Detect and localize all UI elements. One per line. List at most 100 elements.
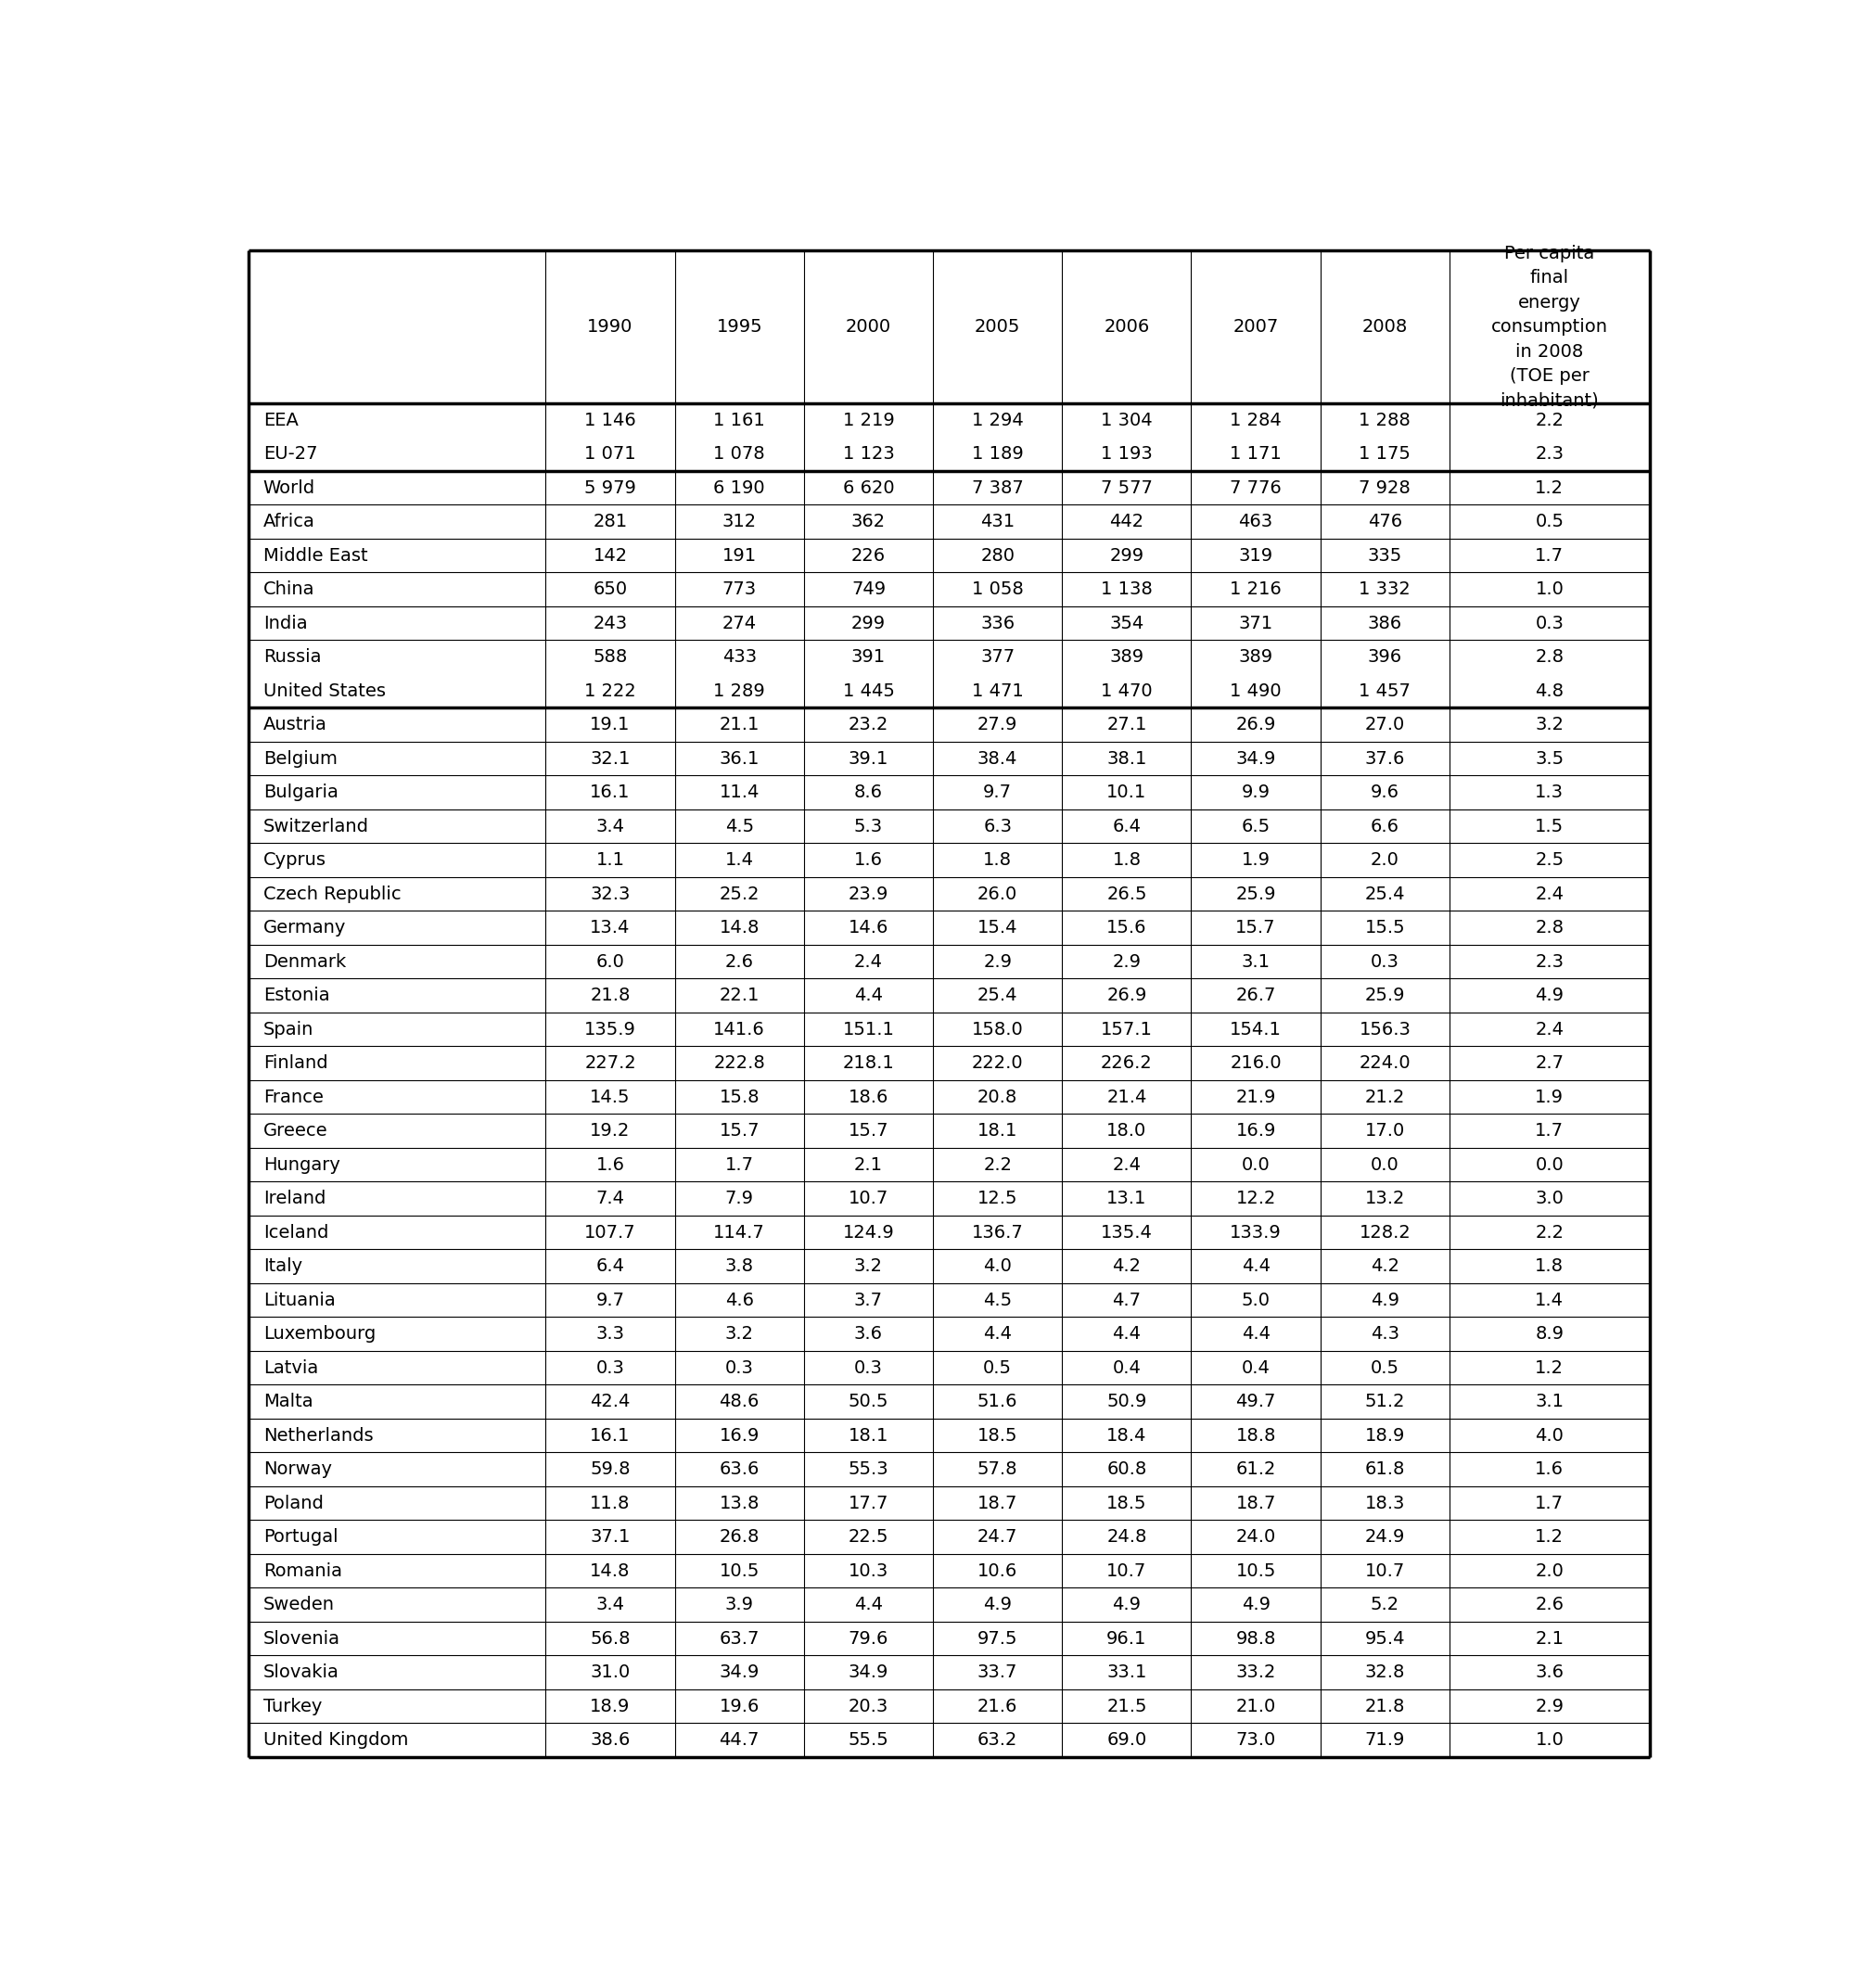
Text: 226: 226: [852, 547, 885, 565]
Text: 32.8: 32.8: [1365, 1664, 1406, 1682]
Text: 2006: 2006: [1104, 318, 1150, 336]
Text: 16.1: 16.1: [591, 783, 630, 801]
Text: 1.8: 1.8: [983, 851, 1011, 869]
Text: 17.0: 17.0: [1365, 1121, 1406, 1139]
Text: 21.9: 21.9: [1235, 1087, 1276, 1105]
Text: 396: 396: [1367, 648, 1402, 666]
Text: 431: 431: [980, 513, 1015, 531]
Text: Norway: Norway: [263, 1461, 332, 1479]
Text: Cyprus: Cyprus: [263, 851, 326, 869]
Text: 156.3: 156.3: [1359, 1020, 1411, 1038]
Text: Germany: Germany: [263, 918, 346, 936]
Text: 6.4: 6.4: [1113, 817, 1141, 835]
Text: 2.7: 2.7: [1535, 1054, 1563, 1072]
Text: 1.9: 1.9: [1535, 1087, 1563, 1105]
Text: 3.4: 3.4: [596, 1596, 624, 1614]
Text: 27.9: 27.9: [978, 716, 1019, 734]
Text: 1.2: 1.2: [1535, 479, 1563, 497]
Text: 9.9: 9.9: [1241, 783, 1270, 801]
Text: 13.8: 13.8: [719, 1495, 759, 1513]
Text: 216.0: 216.0: [1230, 1054, 1282, 1072]
Text: 1 219: 1 219: [843, 412, 895, 429]
Text: Turkey: Turkey: [263, 1698, 322, 1716]
Text: 18.6: 18.6: [848, 1087, 889, 1105]
Text: Switzerland: Switzerland: [263, 817, 369, 835]
Text: 2007: 2007: [1233, 318, 1278, 336]
Text: 24.7: 24.7: [978, 1529, 1019, 1547]
Text: 69.0: 69.0: [1107, 1732, 1146, 1749]
Text: 6.3: 6.3: [983, 817, 1011, 835]
Text: 222.0: 222.0: [972, 1054, 1024, 1072]
Text: Latvia: Latvia: [263, 1360, 319, 1376]
Text: 26.9: 26.9: [1235, 716, 1276, 734]
Text: 1 189: 1 189: [972, 445, 1024, 463]
Text: 14.6: 14.6: [848, 918, 889, 936]
Text: 79.6: 79.6: [848, 1630, 889, 1648]
Text: 31.0: 31.0: [591, 1664, 630, 1682]
Text: 2.2: 2.2: [1535, 1223, 1563, 1241]
Text: 23.2: 23.2: [848, 716, 889, 734]
Text: 26.9: 26.9: [1106, 986, 1146, 1004]
Text: 96.1: 96.1: [1106, 1630, 1146, 1648]
Text: 22.1: 22.1: [719, 986, 759, 1004]
Text: 9.7: 9.7: [596, 1292, 624, 1308]
Text: Austria: Austria: [263, 716, 328, 734]
Text: 1 289: 1 289: [713, 682, 765, 700]
Text: 10.5: 10.5: [719, 1563, 759, 1580]
Text: 2.0: 2.0: [1535, 1563, 1563, 1580]
Text: 0.4: 0.4: [1113, 1360, 1141, 1376]
Text: 1 138: 1 138: [1100, 580, 1152, 598]
Text: 2.8: 2.8: [1535, 918, 1563, 936]
Text: 8.9: 8.9: [1535, 1326, 1563, 1342]
Text: 1.6: 1.6: [596, 1155, 624, 1173]
Text: 280: 280: [980, 547, 1015, 565]
Text: 1.0: 1.0: [1535, 580, 1563, 598]
Text: 0.3: 0.3: [1370, 952, 1400, 970]
Text: 61.8: 61.8: [1365, 1461, 1406, 1479]
Text: 3.2: 3.2: [724, 1326, 754, 1342]
Text: 371: 371: [1239, 614, 1272, 632]
Text: 281: 281: [593, 513, 628, 531]
Text: 71.9: 71.9: [1365, 1732, 1406, 1749]
Text: 20.3: 20.3: [848, 1698, 889, 1716]
Text: 10.7: 10.7: [1365, 1563, 1406, 1580]
Text: 588: 588: [593, 648, 628, 666]
Text: Slovenia: Slovenia: [263, 1630, 341, 1648]
Text: 8.6: 8.6: [854, 783, 883, 801]
Text: 98.8: 98.8: [1235, 1630, 1276, 1648]
Text: 15.5: 15.5: [1365, 918, 1406, 936]
Text: 55.5: 55.5: [848, 1732, 889, 1749]
Text: 16.9: 16.9: [1235, 1121, 1276, 1139]
Text: 191: 191: [722, 547, 757, 565]
Text: 25.2: 25.2: [719, 885, 759, 903]
Text: 749: 749: [852, 580, 885, 598]
Text: United States: United States: [263, 682, 385, 700]
Text: 12.5: 12.5: [978, 1189, 1019, 1207]
Text: 7 387: 7 387: [972, 479, 1024, 497]
Text: 1 193: 1 193: [1100, 445, 1152, 463]
Text: 18.7: 18.7: [1235, 1495, 1276, 1513]
Text: 38.4: 38.4: [978, 749, 1019, 767]
Text: 2.4: 2.4: [1535, 885, 1563, 903]
Text: 773: 773: [722, 580, 757, 598]
Text: 2.8: 2.8: [1535, 648, 1563, 666]
Text: 476: 476: [1367, 513, 1402, 531]
Text: 2.2: 2.2: [1535, 412, 1563, 429]
Text: 14.8: 14.8: [719, 918, 759, 936]
Text: 1995: 1995: [717, 318, 763, 336]
Text: 22.5: 22.5: [848, 1529, 889, 1547]
Text: 4.9: 4.9: [1370, 1292, 1400, 1308]
Text: 34.9: 34.9: [1235, 749, 1276, 767]
Text: 1990: 1990: [587, 318, 633, 336]
Text: 1.8: 1.8: [1113, 851, 1141, 869]
Text: 386: 386: [1367, 614, 1402, 632]
Text: 4.2: 4.2: [1113, 1258, 1141, 1274]
Text: 37.6: 37.6: [1365, 749, 1406, 767]
Text: 1 171: 1 171: [1230, 445, 1282, 463]
Text: 42.4: 42.4: [591, 1394, 630, 1409]
Text: 51.2: 51.2: [1365, 1394, 1406, 1409]
Text: 1 058: 1 058: [972, 580, 1024, 598]
Text: 2.4: 2.4: [1113, 1155, 1141, 1173]
Text: 19.6: 19.6: [719, 1698, 759, 1716]
Text: 27.1: 27.1: [1106, 716, 1146, 734]
